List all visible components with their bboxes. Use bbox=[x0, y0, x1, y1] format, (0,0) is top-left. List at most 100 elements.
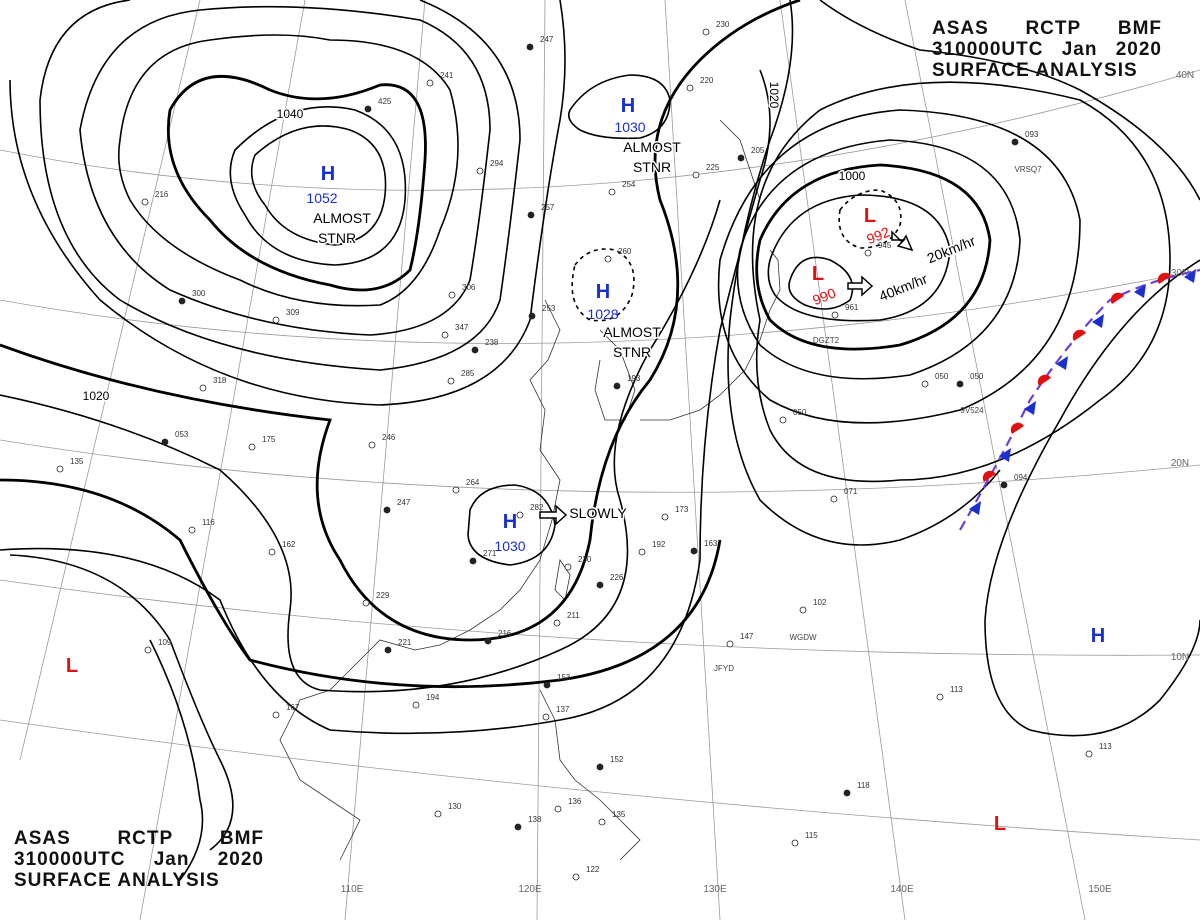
header-agency: ASAS bbox=[14, 828, 71, 849]
longitude-label: 130E bbox=[703, 884, 727, 895]
coastline-indochina bbox=[279, 699, 361, 861]
station-plot-icon bbox=[364, 105, 372, 113]
station-value: 260 bbox=[618, 247, 632, 256]
isobar bbox=[0, 478, 722, 689]
coastlines bbox=[279, 119, 781, 861]
station-value: 137 bbox=[556, 705, 570, 714]
station-value: 216 bbox=[498, 629, 512, 638]
cold-front-triangle-icon bbox=[1184, 269, 1196, 283]
high-pressure-symbol: H bbox=[321, 163, 335, 185]
station-plot-icon bbox=[514, 823, 522, 831]
meridian-line bbox=[779, 0, 906, 920]
isobar bbox=[117, 34, 459, 307]
station-plot-icon bbox=[441, 331, 449, 339]
isobar bbox=[751, 81, 1171, 483]
station-value: 961 bbox=[845, 303, 859, 312]
front-line bbox=[959, 268, 1200, 531]
ship-id: WGDW bbox=[789, 633, 817, 642]
isobar bbox=[717, 109, 1081, 424]
station-plot-icon bbox=[527, 211, 535, 219]
latitude-label: 10N bbox=[1171, 652, 1189, 663]
station-plot-icon bbox=[272, 711, 280, 719]
station-plot-icon bbox=[412, 701, 420, 709]
meridian-line bbox=[139, 0, 306, 920]
station-value: 246 bbox=[382, 433, 396, 442]
isobar bbox=[9, 0, 566, 406]
movement-note: STNR bbox=[318, 230, 356, 246]
station-plot-icon bbox=[178, 297, 186, 305]
station-value: 247 bbox=[397, 498, 411, 507]
station-value: 115 bbox=[805, 831, 818, 840]
ship-id: 9V524 bbox=[960, 406, 984, 415]
longitude-label: 110E bbox=[341, 884, 364, 895]
station-value: 225 bbox=[706, 163, 720, 172]
isobar-label: 1040 bbox=[277, 107, 304, 121]
isobar bbox=[39, 0, 521, 371]
parallel-line bbox=[0, 579, 1200, 656]
station-value: 230 bbox=[578, 555, 592, 564]
station-plot-icon bbox=[1085, 750, 1093, 758]
isobar bbox=[788, 256, 854, 310]
header-station: RCTP bbox=[1025, 18, 1082, 39]
isobar bbox=[229, 106, 407, 266]
header-title: SURFACE ANALYSIS bbox=[932, 60, 1138, 81]
station-value: 138 bbox=[528, 815, 542, 824]
station-plot-icon bbox=[248, 443, 256, 451]
station-plot-icon bbox=[1011, 138, 1019, 146]
station-plot-icon bbox=[272, 316, 280, 324]
high-pressure-symbol: H bbox=[1091, 625, 1105, 647]
header-time: 310000UTC bbox=[932, 39, 1044, 60]
pressure-value: 1028 bbox=[587, 306, 618, 322]
isobar bbox=[9, 554, 234, 851]
station-plot-icon bbox=[661, 513, 669, 521]
station-value: 192 bbox=[652, 540, 666, 549]
station-plot-icon bbox=[864, 249, 872, 257]
station-value: 135 bbox=[612, 810, 626, 819]
meridian-line bbox=[664, 0, 721, 920]
station-value: 109 bbox=[158, 638, 172, 647]
low-pressure-symbol: L bbox=[864, 205, 876, 227]
low-pressure-symbol: L bbox=[66, 655, 78, 677]
pressure-value: 1030 bbox=[494, 538, 525, 554]
station-value: 241 bbox=[440, 71, 454, 80]
station-plot-icon bbox=[1000, 481, 1008, 489]
station-value: 285 bbox=[461, 369, 475, 378]
isobar bbox=[755, 163, 992, 351]
station-value: 221 bbox=[398, 638, 412, 647]
high-pressure-symbol: H bbox=[596, 281, 610, 303]
station-plot-icon bbox=[830, 495, 838, 503]
parallel-line bbox=[0, 719, 1200, 841]
station-plot-icon bbox=[791, 839, 799, 847]
movement-note: SLOWLY bbox=[569, 505, 627, 521]
station-value: 264 bbox=[466, 478, 480, 487]
coastline-japan bbox=[640, 249, 781, 421]
chart-header-bottom-left: ASAS RCTP BMF 310000UTC Jan 2020 SURFACE ANA… bbox=[14, 828, 274, 891]
header-agency: ASAS bbox=[932, 18, 989, 39]
high-pressure-symbol: H bbox=[503, 511, 517, 533]
station-plot-icon bbox=[843, 789, 851, 797]
station-value: 135 bbox=[70, 457, 84, 466]
station-value: 071 bbox=[844, 487, 858, 496]
coastline-china bbox=[299, 299, 561, 701]
meridian-line bbox=[536, 0, 546, 920]
pressure-value: 990 bbox=[810, 284, 838, 308]
station-plot-icon bbox=[528, 312, 536, 320]
station-plot-icon bbox=[362, 599, 370, 607]
station-plot-icon bbox=[572, 873, 580, 881]
ship-id: VRSQ7 bbox=[1014, 165, 1042, 174]
header-month: Jan bbox=[153, 849, 190, 870]
station-value: 050 bbox=[793, 408, 807, 417]
station-plot-icon bbox=[779, 416, 787, 424]
station-value: 147 bbox=[740, 632, 754, 641]
header-year: 2020 bbox=[1115, 39, 1162, 60]
header-code: BMF bbox=[219, 828, 264, 849]
header-year: 2020 bbox=[217, 849, 264, 870]
warm-front-semicircle-icon bbox=[982, 470, 996, 482]
warm-front-semicircle-icon bbox=[1157, 272, 1171, 284]
meridian-line bbox=[344, 0, 426, 920]
station-value: 271 bbox=[483, 549, 497, 558]
station-plot-icon bbox=[726, 640, 734, 648]
station-value: 309 bbox=[286, 308, 300, 317]
station-value: 116 bbox=[202, 518, 215, 527]
